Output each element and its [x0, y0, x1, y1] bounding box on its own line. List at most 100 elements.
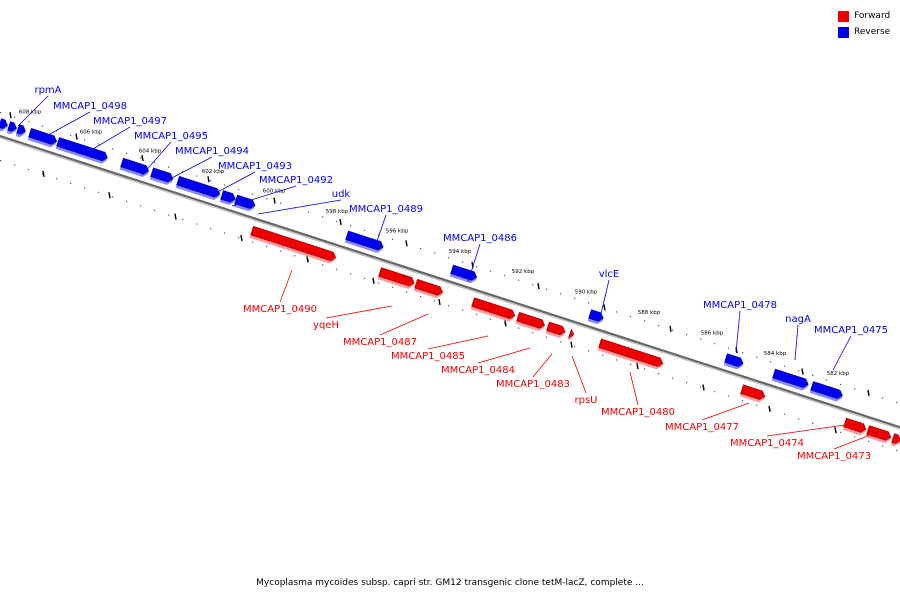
ruler-dot	[756, 404, 758, 406]
tick-label: 582 kbp	[827, 371, 850, 377]
backbone-line	[0, 134, 900, 429]
ruler-dot	[322, 264, 324, 266]
gene-label: MMCAP1_0494	[175, 146, 249, 157]
ruler-dot	[784, 413, 786, 415]
leader-line	[325, 305, 393, 319]
ruler-dot	[840, 383, 842, 386]
gene-label: MMCAP1_0477	[665, 422, 739, 433]
ruler-dot	[308, 259, 310, 261]
ruler-dot	[546, 336, 548, 338]
ruler-dot	[378, 234, 380, 236]
ruler-dot	[308, 211, 310, 213]
gene-block	[55, 137, 108, 164]
ruler-dot	[392, 286, 394, 289]
tick-label: 596 kbp	[386, 228, 409, 234]
ruler-dot	[854, 388, 856, 390]
tick-mark	[273, 197, 276, 204]
gene-block	[413, 278, 444, 299]
tick-mark	[438, 298, 441, 306]
ruler-dot	[70, 182, 72, 184]
leader-line	[374, 214, 387, 248]
leader-line	[532, 353, 553, 378]
ruler-dot	[434, 252, 436, 254]
tick-mark	[339, 218, 342, 226]
ruler-dot	[868, 440, 870, 443]
ruler-dot	[252, 193, 254, 195]
ruler-dot	[42, 125, 44, 127]
ruler-dot	[588, 350, 590, 352]
tick-label: 588 kbp	[638, 310, 661, 316]
gene-label: MMCAP1_0489	[349, 204, 423, 215]
gene-label: MMCAP1_0480	[601, 407, 675, 418]
gene-label: MMCAP1_0484	[441, 365, 515, 376]
ruler-dot	[644, 368, 646, 370]
gene-block	[545, 321, 566, 338]
ruler-dot	[616, 311, 618, 313]
ruler-dot	[798, 418, 800, 420]
gene-block	[567, 328, 575, 341]
tick-label: 590 kbp	[575, 290, 598, 296]
leader-line	[467, 243, 481, 283]
ruler-dot	[266, 246, 268, 248]
gene-label: yqeH	[313, 320, 339, 331]
gene-block	[739, 384, 766, 403]
gene-block	[149, 167, 174, 185]
ruler-dot	[56, 178, 58, 180]
ruler-dot	[616, 359, 618, 361]
ruler-dot	[420, 295, 422, 298]
leader-line	[17, 95, 49, 127]
ruler-dot	[224, 232, 226, 234]
ruler-dot	[70, 134, 72, 136]
tick-mark	[9, 112, 12, 119]
tick-mark	[174, 213, 177, 220]
ruler-dot	[154, 209, 156, 212]
forward-label: Forward	[854, 11, 891, 21]
gene-block	[27, 128, 58, 148]
gene-label: nagA	[785, 314, 811, 325]
ruler-dot	[28, 169, 30, 171]
ruler-dot	[770, 409, 772, 411]
gene-label: MMCAP1_0473	[797, 451, 871, 462]
gene-label: MMCAP1_0475	[814, 325, 888, 336]
leader-line	[629, 371, 639, 406]
labels-layer: rpmA MMCAP1_0498 MMCAP1_0497 MMCAP1_0495 MMC…	[17, 85, 888, 462]
gene-label: rpsU	[575, 395, 598, 406]
ruler-dot	[574, 345, 576, 347]
ruler-dot	[504, 275, 506, 277]
ruler-dot	[182, 170, 184, 173]
ruler-dot	[14, 164, 16, 166]
leader-line	[167, 156, 213, 181]
ruler-dot	[0, 112, 2, 114]
leader-line	[49, 111, 91, 135]
genes-layer	[0, 118, 900, 447]
ruler-dot	[448, 304, 450, 307]
ruler-dot	[770, 361, 772, 363]
ruler-dot	[826, 379, 828, 381]
ruler-dot	[504, 323, 506, 325]
ruler-dot	[896, 401, 898, 404]
ruler-dot	[728, 347, 730, 349]
leader-line	[379, 313, 429, 336]
leader-line	[141, 141, 172, 176]
gene-block	[15, 124, 26, 138]
ruler-dot	[882, 445, 884, 447]
ruler-dot	[560, 341, 562, 343]
gene-label: MMCAP1_0474	[730, 438, 804, 449]
ruler-dot	[630, 363, 632, 366]
ruler-dot	[672, 329, 674, 331]
ruler-dot	[686, 381, 688, 384]
tick-label: 586 kbp	[701, 330, 724, 336]
ruler-dot	[210, 179, 212, 182]
gene-block	[6, 121, 17, 135]
ruler-dot	[98, 143, 100, 145]
ruler-dot	[196, 175, 198, 177]
ruler-dot	[700, 386, 702, 388]
map-caption: Mycoplasma mycoides subsp. capri str. GM…	[256, 578, 644, 588]
gene-block	[249, 225, 337, 264]
tick-mark	[702, 384, 705, 391]
ruler-dot	[812, 422, 814, 424]
ruler-dot	[728, 395, 730, 397]
gene-label: MMCAP1_0485	[391, 351, 465, 362]
leader-line	[211, 171, 256, 196]
tick-mark	[75, 133, 78, 140]
